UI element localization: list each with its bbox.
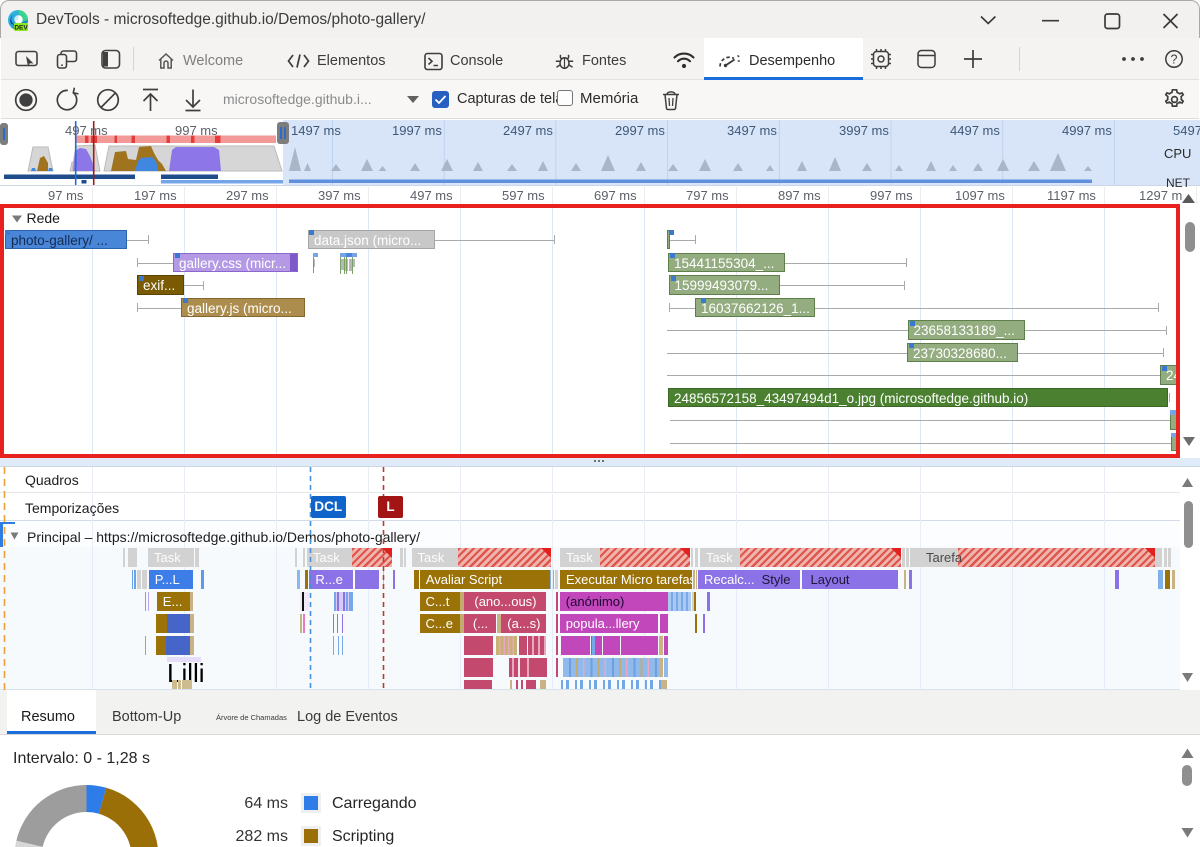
- svg-text:DEV: DEV: [14, 25, 28, 32]
- svg-text:?: ?: [1171, 53, 1178, 67]
